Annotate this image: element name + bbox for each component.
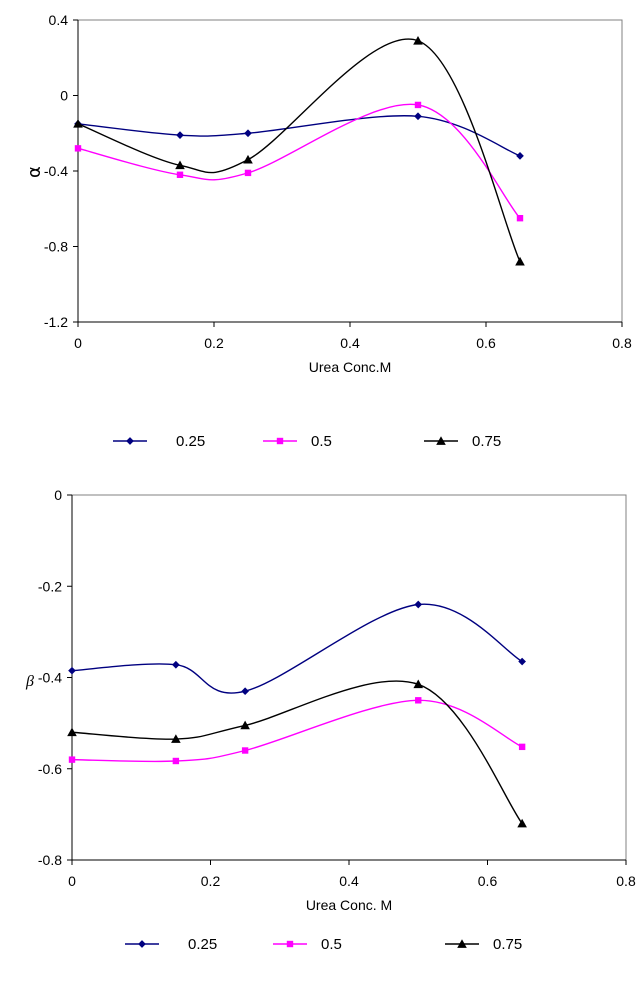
legend-label: 0.75	[472, 433, 501, 450]
chart-1-data-point	[414, 112, 422, 121]
chart-2-series-line	[71, 699, 523, 763]
chart-2-data-point	[171, 734, 181, 743]
chart-1-data-point	[414, 101, 422, 109]
legend-marker-0.25	[138, 940, 146, 948]
chart-2-y-tick-label: -0.2	[38, 578, 62, 594]
chart-1-series-line	[77, 103, 521, 219]
chart-1-data-point	[516, 214, 524, 222]
chart-2-data-point	[67, 727, 77, 737]
chart-2: 0 -0.2 -0.4 -0.6 -0.8 0 0.2 0.4 0.6 0.8 Urea Conc.…	[25, 487, 636, 953]
chart-1-data-point	[515, 256, 525, 266]
legend-marker-0.5	[286, 940, 294, 948]
chart-1-data-point	[413, 35, 423, 45]
chart-2-data-point	[413, 679, 424, 689]
chart-1-series-0.25	[74, 112, 524, 160]
chart-1-x-tick-label: 0.4	[340, 335, 360, 351]
chart-2-y-tick-label: -0.4	[38, 670, 62, 686]
chart-2-data-point	[518, 743, 526, 751]
chart-2-plot-area	[71, 494, 627, 861]
chart-1-data-point	[244, 129, 252, 138]
legend-label: 0.25	[188, 936, 217, 953]
chart-1-y-tick-label: 0.4	[49, 12, 69, 28]
chart-1-x-tick-label: 0.6	[476, 335, 496, 351]
chart-1-x-tick-label: 0.2	[204, 335, 224, 351]
chart-1-y-tick-label: -0.4	[44, 163, 68, 179]
chart-2-y-tick-label: -0.6	[38, 761, 62, 777]
chart-2-data-point	[68, 666, 76, 675]
legend-label: 0.5	[311, 433, 332, 450]
chart-2-y-axis-label: β	[25, 673, 34, 690]
legend-label: 0.5	[321, 936, 342, 953]
chart-2-legend: 0.25 0.5 0.75	[125, 936, 522, 953]
chart-1-data-point	[176, 131, 184, 139]
chart-1-series-line	[77, 115, 521, 157]
chart-1-y-tick-label: -0.8	[44, 239, 68, 255]
chart-2-x-tick-label: 0.2	[201, 873, 221, 889]
chart-1-y-axis-label: α	[24, 166, 45, 178]
chart-2-x-tick-label: 0.8	[616, 873, 636, 889]
legend-marker-0.25	[126, 437, 134, 445]
legend-marker-0.75	[457, 939, 467, 948]
chart-2-series-0.75	[67, 679, 527, 828]
chart-2-y-tick-label: -0.8	[38, 852, 62, 868]
chart-2-data-point	[68, 756, 76, 763]
chart-1-x-tick-label: 0	[74, 335, 82, 351]
chart-2-data-point	[172, 757, 180, 765]
chart-2-x-axis-label: Urea Conc. M	[306, 897, 392, 913]
chart-2-series-0.25	[68, 600, 526, 696]
chart-2-x-tick-label: 0.4	[339, 873, 359, 889]
chart-1-legend: 0.25 0.5 0.75	[113, 433, 501, 450]
chart-1-data-point	[176, 171, 184, 178]
chart-2-data-point	[240, 720, 250, 730]
chart-1-data-point	[243, 154, 253, 164]
chart-2-x-tick-label: 0	[68, 873, 76, 889]
chart-2-series-line	[71, 603, 523, 694]
chart-1-x-axis-label: Urea Conc.M	[309, 359, 391, 375]
chart-1-data-point	[175, 160, 185, 170]
chart-2-data-point	[241, 747, 249, 754]
chart-1-data-point	[73, 119, 83, 128]
chart-2-data-point	[414, 600, 423, 609]
chart-1-x-tick-label: 0.8	[612, 335, 632, 351]
legend-marker-0.75	[436, 436, 446, 445]
chart-2-x-tick-label: 0.6	[478, 873, 498, 889]
chart-2-data-point	[172, 660, 180, 669]
chart-1: 0.4 0 -0.4 -0.8 -1.2 0 0.2 0.4 0.6 0.8 Urea Conc.M…	[24, 12, 632, 450]
chart-1-series-0.75	[73, 35, 525, 266]
chart-2-series-line	[71, 680, 523, 824]
chart-2-data-point	[415, 697, 422, 704]
chart-2-data-point	[518, 657, 526, 666]
legend-marker-0.5	[276, 437, 284, 445]
chart-2-series-0.5	[68, 697, 526, 765]
chart-1-data-point	[516, 152, 524, 160]
chart-2-y-tick-label: 0	[54, 487, 62, 503]
chart-1-series-line	[77, 38, 521, 262]
chart-2-data-point	[241, 687, 249, 696]
chart-1-series-0.5	[74, 101, 524, 222]
chart-2-data-point	[517, 818, 527, 828]
chart-1-data-point	[74, 145, 82, 152]
chart-1-y-tick-label: -1.2	[44, 314, 68, 330]
legend-label: 0.75	[493, 936, 522, 953]
legend-label: 0.25	[176, 433, 205, 450]
chart-1-y-tick-label: 0	[60, 88, 68, 104]
chart-1-data-point	[244, 169, 252, 177]
